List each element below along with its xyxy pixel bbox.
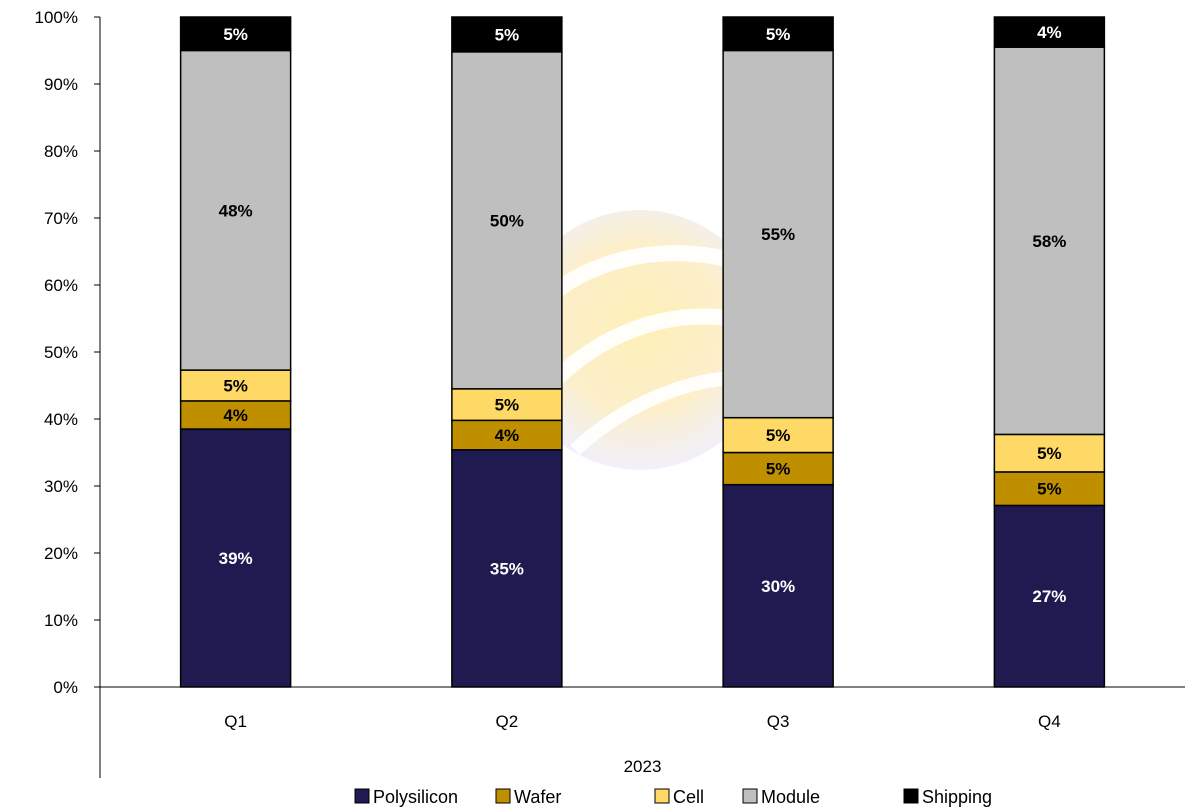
legend-swatch-wafer — [495, 788, 511, 804]
data-label: 50% — [490, 211, 524, 230]
legend-label: Wafer — [514, 787, 561, 807]
bar-segment-cell — [993, 433, 1106, 473]
legend-label: Polysilicon — [373, 787, 458, 807]
bar-segment-polysilicon — [179, 428, 292, 688]
bar-segment-wafer — [451, 419, 563, 451]
bar-segment-shipping — [451, 16, 563, 53]
data-labels: 39% 4% 5% 48% 5% 35% 4% 5% 50% 5% 30% 5% 5% 55% 5% 27% 5… — [219, 23, 1067, 606]
bar-segment-shipping — [722, 16, 834, 52]
bars — [179, 16, 1106, 688]
bar-segment-polysilicon — [722, 483, 834, 688]
data-label: 5% — [766, 460, 791, 479]
y-tick-label: 10% — [44, 611, 78, 630]
data-label: 5% — [1037, 444, 1062, 463]
x-tick-label: Q3 — [767, 712, 790, 731]
data-label: 5% — [223, 25, 248, 44]
x-tick-label: Q2 — [496, 712, 519, 731]
axes: 0% 10% 20% 30% 40% 50% 60% 70% 80% 90% 100% Q1 Q2 Q3 Q… — [35, 8, 1185, 778]
bar-segment-wafer — [722, 451, 834, 486]
y-tick-label: 20% — [44, 544, 78, 563]
bar-segment-polysilicon — [993, 504, 1106, 688]
data-label: 30% — [761, 577, 795, 596]
data-label: 27% — [1032, 587, 1066, 606]
legend-label: Cell — [673, 787, 704, 807]
data-label: 55% — [761, 225, 795, 244]
bar-segment-cell — [179, 369, 292, 402]
group-label: 2023 — [624, 757, 662, 776]
x-tick-label: Q4 — [1038, 712, 1061, 731]
legend-label: Shipping — [922, 787, 992, 807]
data-label: 35% — [490, 559, 524, 578]
data-label: 39% — [219, 549, 253, 568]
bar-segment-cell — [451, 388, 563, 422]
y-tick-label: 90% — [44, 75, 78, 94]
bar-segment-wafer — [993, 471, 1106, 507]
x-tick-label: Q1 — [224, 712, 247, 731]
y-tick-label: 0% — [53, 678, 78, 697]
y-tick-label: 40% — [44, 410, 78, 429]
y-tick-label: 50% — [44, 343, 78, 362]
data-label: 5% — [1037, 480, 1062, 499]
legend-swatch-module — [742, 788, 758, 804]
bar-segment-module — [722, 49, 834, 419]
data-label: 5% — [223, 377, 248, 396]
bar-segment-wafer — [179, 400, 292, 430]
bar-segment-shipping — [179, 16, 292, 52]
bar-segment-module — [993, 46, 1106, 436]
data-label: 5% — [766, 426, 791, 445]
data-label: 5% — [766, 25, 791, 44]
data-label: 4% — [495, 426, 520, 445]
bar-segment-module — [179, 49, 292, 371]
data-label: 58% — [1032, 232, 1066, 251]
bar-segment-module — [451, 51, 563, 390]
data-label: 5% — [495, 25, 520, 44]
legend-swatch-cell — [654, 788, 670, 804]
y-tick-label: 30% — [44, 477, 78, 496]
data-label: 48% — [219, 201, 253, 220]
y-tick-label: 100% — [35, 8, 78, 27]
legend: Polysilicon Wafer Cell Module Shipping — [354, 787, 992, 807]
bar-segment-shipping — [993, 16, 1106, 48]
data-label: 5% — [495, 396, 520, 415]
y-tick-label: 60% — [44, 276, 78, 295]
bar-segment-cell — [722, 416, 834, 454]
data-label: 4% — [1037, 23, 1062, 42]
legend-swatch-shipping — [903, 788, 919, 804]
legend-swatch-polysilicon — [354, 788, 370, 804]
legend-label: Module — [761, 787, 820, 807]
y-tick-label: 80% — [44, 142, 78, 161]
y-tick-label: 70% — [44, 209, 78, 228]
bar-segment-polysilicon — [451, 449, 563, 688]
data-label: 4% — [223, 406, 248, 425]
